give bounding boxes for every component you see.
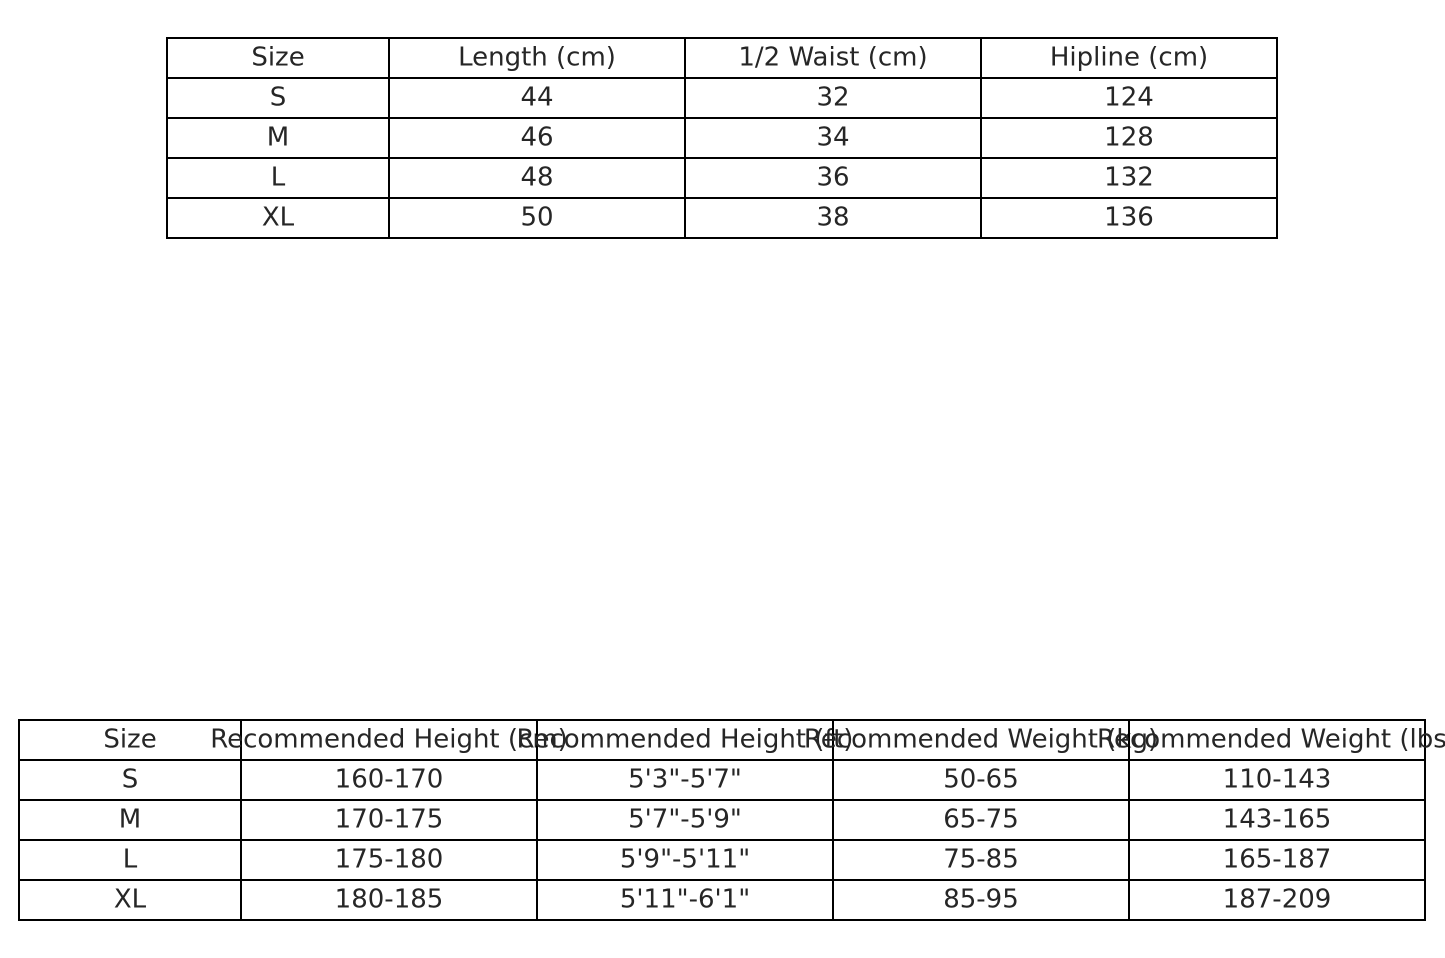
cell-value: 124 xyxy=(1104,82,1154,113)
column-header: Recommended Height (ft) xyxy=(516,724,854,755)
table-cell: 85-95 xyxy=(832,879,1130,921)
cell-value: 175-180 xyxy=(334,844,444,875)
table-cell: 36 xyxy=(684,157,982,199)
cell-value: 65-75 xyxy=(943,804,1019,835)
cell-value: 132 xyxy=(1104,162,1154,193)
table-cell: 5'3"-5'7" xyxy=(536,759,834,801)
cell-value: 136 xyxy=(1104,202,1154,233)
table-cell: 5'11"-6'1" xyxy=(536,879,834,921)
table-cell: 5'7"-5'9" xyxy=(536,799,834,841)
table-cell: 143-165 xyxy=(1128,799,1426,841)
column-header: Hipline (cm) xyxy=(1049,42,1209,73)
cell-value: 5'9"-5'11" xyxy=(619,844,751,875)
cell-value: 180-185 xyxy=(334,884,444,915)
table-cell: 128 xyxy=(980,117,1278,159)
table-cell: 110-143 xyxy=(1128,759,1426,801)
column-header: Recommended Weight (lbs) xyxy=(1097,724,1445,755)
table-cell: L xyxy=(166,157,390,199)
table-cell: 50 xyxy=(388,197,686,239)
header-cell: Size xyxy=(166,37,390,79)
column-header: Size xyxy=(103,724,157,755)
table-cell: 165-187 xyxy=(1128,839,1426,881)
table-cell: 38 xyxy=(684,197,982,239)
cell-value: 160-170 xyxy=(334,764,444,795)
cell-value: 85-95 xyxy=(943,884,1019,915)
table-cell: 132 xyxy=(980,157,1278,199)
table-cell: S xyxy=(18,759,242,801)
cell-value: 50-65 xyxy=(943,764,1019,795)
table-cell: 32 xyxy=(684,77,982,119)
table-cell: 44 xyxy=(388,77,686,119)
header-cell: Recommended Weight (kg) xyxy=(804,719,1158,761)
table-cell: 5'9"-5'11" xyxy=(536,839,834,881)
header-cell: Recommended Weight (lbs) xyxy=(1097,719,1445,761)
table-cell: 124 xyxy=(980,77,1278,119)
header-cell: 1/2 Waist (cm) xyxy=(684,37,982,79)
cell-value: L xyxy=(270,162,286,193)
cell-value: XL xyxy=(113,884,147,915)
column-header: Length (cm) xyxy=(458,42,616,73)
cell-value: L xyxy=(122,844,138,875)
cell-value: 50 xyxy=(520,202,554,233)
cell-value: 75-85 xyxy=(943,844,1019,875)
cell-value: 32 xyxy=(816,82,850,113)
cell-value: S xyxy=(121,764,139,795)
cell-value: XL xyxy=(261,202,295,233)
header-cell: Recommended Height (cm) xyxy=(210,719,568,761)
table-cell: 136 xyxy=(980,197,1278,239)
cell-value: 165-187 xyxy=(1222,844,1332,875)
cell-value: 44 xyxy=(520,82,554,113)
table-cell: M xyxy=(166,117,390,159)
cell-value: M xyxy=(118,804,142,835)
cell-value: 5'11"-6'1" xyxy=(619,884,751,915)
table-cell: 50-65 xyxy=(832,759,1130,801)
table-cell: 65-75 xyxy=(832,799,1130,841)
table-cell: M xyxy=(18,799,242,841)
cell-value: 5'3"-5'7" xyxy=(628,764,742,795)
table-cell: 160-170 xyxy=(240,759,538,801)
cell-value: S xyxy=(269,82,287,113)
header-cell: Length (cm) xyxy=(388,37,686,79)
cell-value: 128 xyxy=(1104,122,1154,153)
cell-value: 46 xyxy=(520,122,554,153)
table-cell: 187-209 xyxy=(1128,879,1426,921)
table-cell: 75-85 xyxy=(832,839,1130,881)
table-cell: XL xyxy=(166,197,390,239)
column-header: Size xyxy=(251,42,305,73)
table-cell: S xyxy=(166,77,390,119)
cell-value: 187-209 xyxy=(1222,884,1332,915)
cell-value: 170-175 xyxy=(334,804,444,835)
cell-value: 36 xyxy=(816,162,850,193)
cell-value: 143-165 xyxy=(1222,804,1332,835)
cell-value: 110-143 xyxy=(1222,764,1332,795)
cell-value: 34 xyxy=(816,122,850,153)
table-cell: 180-185 xyxy=(240,879,538,921)
column-header: Recommended Height (cm) xyxy=(210,724,568,755)
header-cell: Size xyxy=(18,719,242,761)
cell-value: 48 xyxy=(520,162,554,193)
column-header: 1/2 Waist (cm) xyxy=(738,42,928,73)
header-cell: Hipline (cm) xyxy=(980,37,1278,79)
table-cell: L xyxy=(18,839,242,881)
cell-value: 5'7"-5'9" xyxy=(628,804,742,835)
header-cell: Recommended Height (ft) xyxy=(517,719,853,761)
cell-value: 38 xyxy=(816,202,850,233)
table-cell: 175-180 xyxy=(240,839,538,881)
column-header: Recommended Weight (kg) xyxy=(803,724,1159,755)
table-cell: 48 xyxy=(388,157,686,199)
table-cell: 170-175 xyxy=(240,799,538,841)
table-cell: 34 xyxy=(684,117,982,159)
table-cell: 46 xyxy=(388,117,686,159)
table-cell: XL xyxy=(18,879,242,921)
cell-value: M xyxy=(266,122,290,153)
